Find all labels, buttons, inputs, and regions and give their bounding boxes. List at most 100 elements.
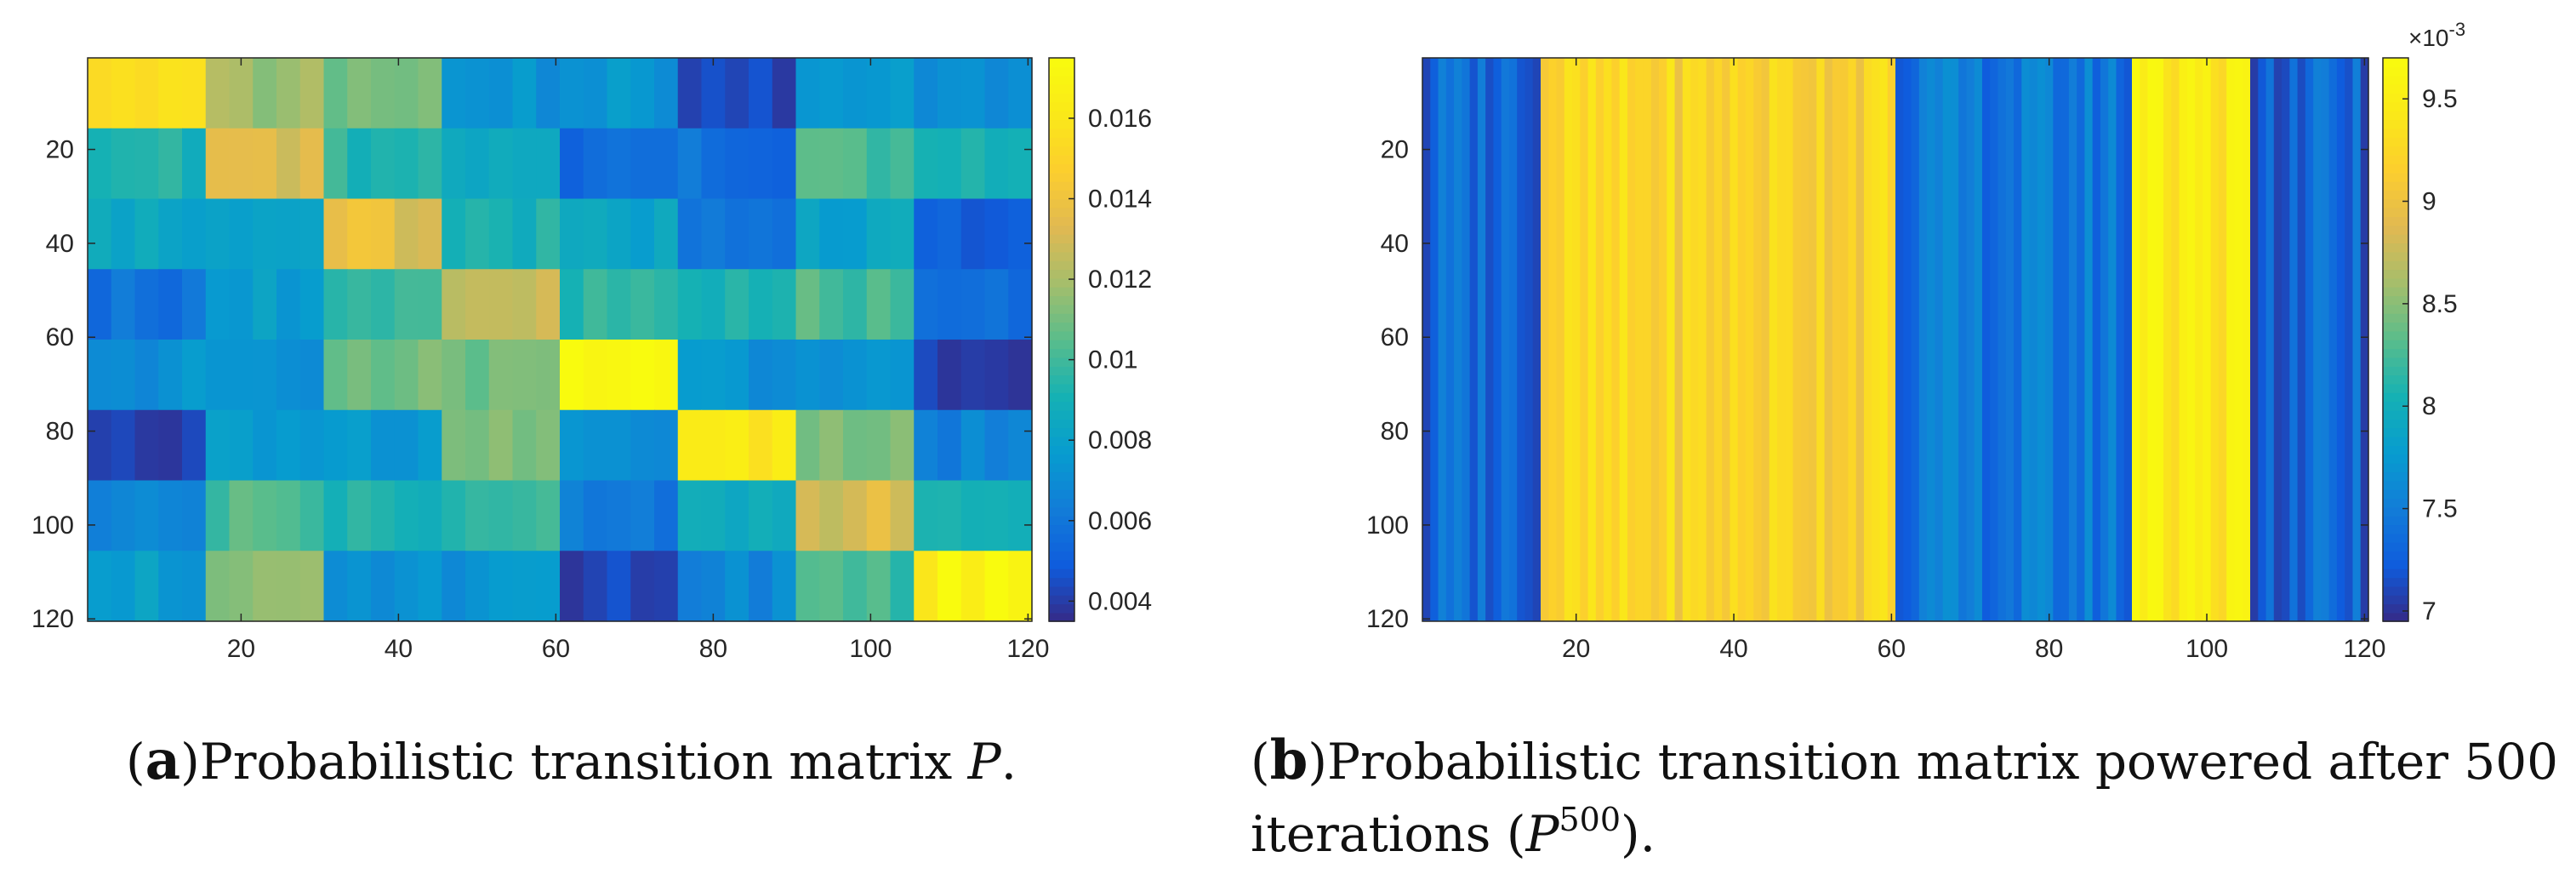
heatmap-cell-a-0-2-3 <box>394 58 419 129</box>
heatmap-cell-a-3-5-1 <box>701 269 726 340</box>
heatmap-column-b-69 <box>1958 58 1967 621</box>
heatmap-cell-a-1-7-1 <box>938 128 962 200</box>
heatmap-cell-a-5-2-4 <box>418 409 442 482</box>
heatmap-column-b-112 <box>2297 58 2306 621</box>
colorbar-segment-a-43 <box>1049 233 1074 244</box>
heatmap-cell-a-5-5-1 <box>701 409 726 482</box>
plot-frame-b <box>1422 57 2369 622</box>
colorbar-segment-a-36 <box>1049 295 1074 306</box>
heatmap-cell-a-6-0-0 <box>88 480 112 551</box>
heatmap-cell-a-0-0-3 <box>158 58 183 129</box>
heatmap-cell-a-5-1-1 <box>229 409 254 482</box>
heatmap-cell-a-2-0-0 <box>88 198 112 270</box>
heatmap-column-b-97 <box>2179 58 2188 621</box>
heatmap-cell-a-6-6-2 <box>843 480 868 551</box>
heatmap-cell-a-7-6-3 <box>866 551 892 622</box>
colorbar-segment-b-21 <box>2383 427 2408 437</box>
heatmap-cell-a-7-2-2 <box>371 551 396 622</box>
heatmap-cell-a-1-6-0 <box>795 128 820 200</box>
caption-b: (b)Probabilistic transition matrix power… <box>1251 728 2558 863</box>
heatmap-cell-a-2-6-3 <box>866 198 892 270</box>
heatmap-cell-a-3-0-4 <box>182 269 207 340</box>
colorbar-segment-a-32 <box>1049 330 1074 340</box>
heatmap-column-b-50 <box>1809 58 1817 621</box>
colorbar-segment-b-34 <box>2383 312 2408 323</box>
heatmap-cell-a-6-6-3 <box>866 480 892 551</box>
y-tick-label-b-4: 100 <box>1366 511 1409 540</box>
heatmap-cell-a-1-2-0 <box>323 128 348 200</box>
heatmap-cell-a-3-4-0 <box>560 269 584 340</box>
heatmap-cell-a-1-0-3 <box>158 128 183 200</box>
caption-a-symbol: P <box>967 733 1002 791</box>
y-tick-label-b-1: 40 <box>1381 230 1409 258</box>
heatmap-cell-a-1-0-1 <box>111 128 136 200</box>
heatmap-column-b-39 <box>1722 58 1730 621</box>
colorbar-segment-a-7 <box>1049 551 1074 561</box>
heatmap-column-b-36 <box>1698 58 1707 621</box>
heatmap-column-b-75 <box>2005 58 2015 621</box>
colorbar-segment-a-0 <box>1049 612 1074 622</box>
heatmap-cell-a-7-1-3 <box>276 551 301 622</box>
colorbar-segment-b-17 <box>2383 462 2408 472</box>
heatmap-cell-a-7-0-0 <box>88 551 112 622</box>
caption-b-superscript: 500 <box>1559 801 1621 838</box>
heatmap-column-b-20 <box>1572 58 1581 621</box>
colorbar-segment-a-46 <box>1049 207 1074 217</box>
heatmap-cell-a-0-1-3 <box>276 58 301 129</box>
heatmap-cell-a-2-5-2 <box>725 198 749 270</box>
colorbar-segment-b-30 <box>2383 348 2408 358</box>
colorbar-segment-b-11 <box>2383 515 2408 526</box>
heatmap-cell-a-7-3-3 <box>512 551 537 622</box>
heatmap-cell-a-4-3-2 <box>488 340 514 411</box>
caption-b-end: ). <box>1621 805 1656 863</box>
heatmap-cell-a-3-4-1 <box>583 269 608 340</box>
heatmap-cell-a-7-6-0 <box>795 551 820 622</box>
svg-text:(b)Probabilistic transition ma: (b)Probabilistic transition matrix power… <box>1251 728 2558 792</box>
heatmap-cell-a-1-2-2 <box>371 128 396 200</box>
heatmap-cell-a-1-4-4 <box>654 128 679 200</box>
colorbar-segment-b-55 <box>2383 128 2408 138</box>
heatmap-cell-a-6-7-2 <box>960 480 986 551</box>
heatmap-cell-a-0-4-2 <box>607 58 631 129</box>
plot-frame-a <box>87 57 1033 622</box>
heatmap-cell-a-4-0-1 <box>111 340 136 411</box>
heatmap-column-b-23 <box>1595 58 1604 621</box>
heatmap-cell-a-6-5-3 <box>749 480 773 551</box>
heatmap-cell-a-0-6-3 <box>866 58 892 129</box>
heatmap-cell-a-6-6-4 <box>890 480 915 551</box>
heatmap-cell-a-2-3-2 <box>488 198 514 270</box>
colorbar-segment-b-10 <box>2383 524 2408 534</box>
heatmap-cell-a-6-7-4 <box>1008 480 1033 551</box>
colorbar-segment-b-46 <box>2383 207 2408 217</box>
colorbar-segment-a-1 <box>1049 603 1074 614</box>
heatmap-cell-a-4-4-0 <box>560 340 584 411</box>
heatmap-cell-a-1-4-3 <box>630 128 655 200</box>
heatmap-cell-a-5-3-4 <box>536 409 561 482</box>
heatmap-column-b-16 <box>1541 58 1549 621</box>
heatmap-cell-a-7-3-2 <box>488 551 514 622</box>
colorbar-tick-label-a-6: 0.016 <box>1088 105 1152 133</box>
heatmap-cell-a-4-3-0 <box>442 340 466 411</box>
colorbar-segment-a-39 <box>1049 269 1074 279</box>
heatmap-column-b-109 <box>2273 58 2282 621</box>
colorbar-tick-label-a-3: 0.01 <box>1088 346 1137 374</box>
colorbar-segment-a-2 <box>1049 594 1074 605</box>
heatmap-cell-a-4-1-3 <box>276 340 301 411</box>
colorbar-segment-b-31 <box>2383 340 2408 350</box>
heatmap-column-b-115 <box>2321 58 2330 621</box>
colorbar-segment-b-3 <box>2383 586 2408 596</box>
heatmap-cell-a-7-6-2 <box>843 551 868 622</box>
heatmap-column-b-98 <box>2186 58 2196 621</box>
heatmap-cell-a-6-3-4 <box>536 480 561 551</box>
heatmap-column-b-117 <box>2336 58 2345 621</box>
heatmap-cell-a-5-5-3 <box>749 409 773 482</box>
colorbar-segment-a-9 <box>1049 533 1074 543</box>
heatmap-cell-a-1-2-4 <box>418 128 442 200</box>
heatmap-cell-a-3-6-4 <box>890 269 915 340</box>
colorbar-segment-b-54 <box>2383 137 2408 147</box>
heatmap-cell-a-1-6-1 <box>819 128 844 200</box>
heatmap-cell-a-0-7-1 <box>938 58 962 129</box>
heatmap-cell-a-2-4-0 <box>560 198 584 270</box>
heatmap-column-b-15 <box>1532 58 1542 621</box>
heatmap-cell-a-5-6-4 <box>890 409 915 482</box>
